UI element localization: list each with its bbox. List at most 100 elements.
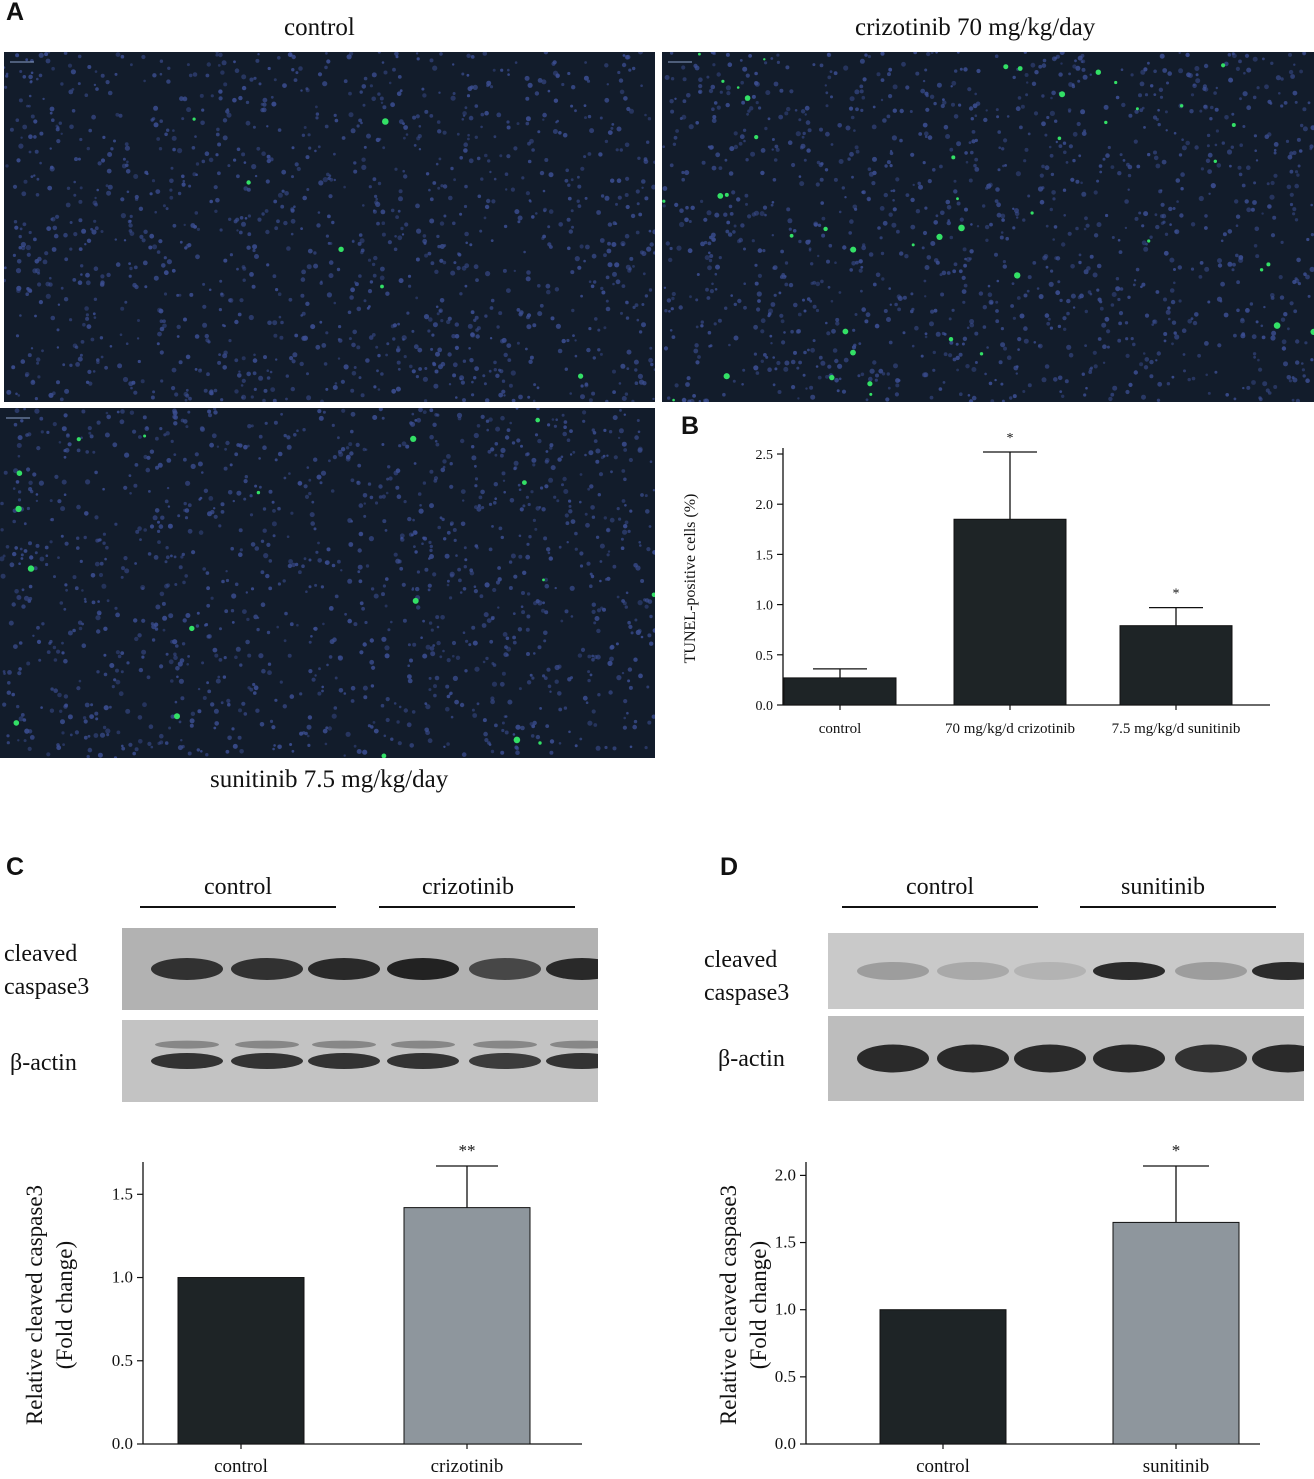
- nucleus-dot: [1096, 179, 1100, 183]
- nucleus-dot: [398, 119, 404, 125]
- nucleus-dot: [127, 219, 132, 224]
- nucleus-dot: [381, 232, 386, 237]
- nucleus-dot: [545, 450, 549, 453]
- nucleus-dot: [154, 210, 157, 214]
- nucleus-dot: [271, 101, 277, 107]
- nucleus-dot: [1049, 207, 1053, 212]
- nucleus-dot: [142, 702, 147, 708]
- nucleus-dot: [1124, 199, 1129, 204]
- nucleus-dot: [1127, 173, 1132, 178]
- nucleus-dot: [619, 89, 625, 95]
- chart-b-bar-1: [783, 677, 897, 706]
- nucleus-dot: [810, 262, 814, 266]
- nucleus-dot: [1169, 257, 1175, 263]
- nucleus-dot: [1061, 242, 1066, 247]
- nucleus-dot: [562, 476, 567, 482]
- nucleus-dot: [94, 70, 98, 73]
- nucleus-dot: [28, 487, 33, 492]
- nucleus-dot: [219, 627, 222, 631]
- nucleus-dot: [22, 718, 27, 722]
- nucleus-dot: [882, 118, 887, 123]
- nucleus-dot: [604, 578, 608, 581]
- nucleus-dot: [422, 481, 427, 485]
- nucleus-dot: [464, 558, 468, 562]
- nucleus-dot: [62, 363, 66, 367]
- nucleus-dot: [801, 135, 805, 139]
- nucleus-dot: [348, 91, 352, 96]
- nucleus-dot: [129, 266, 133, 271]
- nucleus-dot: [246, 371, 251, 377]
- nucleus-dot: [438, 91, 441, 94]
- nucleus-dot: [194, 334, 200, 339]
- nucleus-dot: [317, 558, 323, 563]
- nucleus-dot: [474, 544, 479, 548]
- nucleus-dot: [471, 445, 475, 449]
- nucleus-dot: [1108, 396, 1113, 402]
- nucleus-dot: [121, 566, 125, 571]
- nucleus-dot: [381, 494, 386, 499]
- nucleus-dot: [537, 645, 542, 650]
- nucleus-dot: [333, 178, 336, 182]
- nucleus-dot: [867, 54, 871, 59]
- nucleus-dot: [1066, 298, 1071, 304]
- nucleus-dot: [590, 284, 595, 289]
- nucleus-dot: [12, 253, 16, 257]
- nucleus-dot: [634, 435, 639, 440]
- nucleus-dot: [103, 626, 108, 631]
- nucleus-dot: [858, 268, 863, 273]
- nucleus-dot: [185, 388, 189, 392]
- nucleus-dot: [1245, 308, 1250, 313]
- nucleus-dot: [1194, 145, 1199, 150]
- nucleus-dot: [696, 273, 700, 276]
- nucleus-dot: [607, 550, 611, 553]
- nucleus-dot: [120, 197, 125, 202]
- nucleus-dot: [45, 554, 49, 557]
- nucleus-dot: [334, 118, 339, 123]
- nucleus-dot: [815, 365, 819, 368]
- nucleus-dot: [239, 216, 244, 220]
- nucleus-dot: [834, 358, 839, 364]
- nucleus-dot: [93, 297, 98, 301]
- nucleus-dot: [124, 142, 129, 146]
- nucleus-dot: [69, 124, 74, 130]
- nucleus-dot: [416, 57, 420, 61]
- nucleus-dot: [711, 237, 716, 242]
- nucleus-dot: [93, 219, 97, 223]
- nucleus-dot: [584, 116, 587, 120]
- nucleus-dot: [56, 328, 60, 332]
- nucleus-dot: [555, 323, 562, 329]
- nucleus-dot: [686, 376, 691, 381]
- nucleus-dot: [430, 628, 434, 632]
- nucleus-dot: [45, 293, 51, 299]
- nucleus-dot: [611, 123, 615, 126]
- nucleus-dot: [49, 540, 53, 544]
- nucleus-dot: [1267, 391, 1272, 395]
- nucleus-dot: [18, 667, 22, 671]
- nucleus-dot: [773, 293, 777, 297]
- nucleus-dot: [1133, 139, 1138, 144]
- nucleus-dot: [124, 145, 130, 151]
- nucleus-dot: [456, 412, 463, 418]
- nucleus-dot: [427, 738, 433, 744]
- nucleus-dot: [548, 477, 554, 483]
- nucleus-dot: [236, 490, 242, 496]
- nucleus-dot: [237, 373, 242, 378]
- nucleus-dot: [858, 259, 863, 264]
- nucleus-dot: [1128, 382, 1133, 387]
- nucleus-dot: [415, 203, 420, 209]
- nucleus-dot: [854, 145, 859, 150]
- nucleus-dot: [633, 719, 638, 724]
- nucleus-dot: [164, 560, 168, 564]
- nucleus-dot: [1164, 110, 1168, 114]
- nucleus-dot: [203, 488, 209, 493]
- nucleus-dot: [1275, 75, 1281, 81]
- nucleus-dot: [243, 497, 247, 501]
- nucleus-dot: [626, 711, 629, 715]
- nucleus-dot: [1141, 282, 1146, 287]
- nucleus-dot: [386, 342, 390, 346]
- nucleus-dot: [228, 217, 232, 221]
- nucleus-dot: [324, 742, 328, 746]
- nucleus-dot: [1227, 53, 1232, 57]
- nucleus-dot: [616, 178, 622, 183]
